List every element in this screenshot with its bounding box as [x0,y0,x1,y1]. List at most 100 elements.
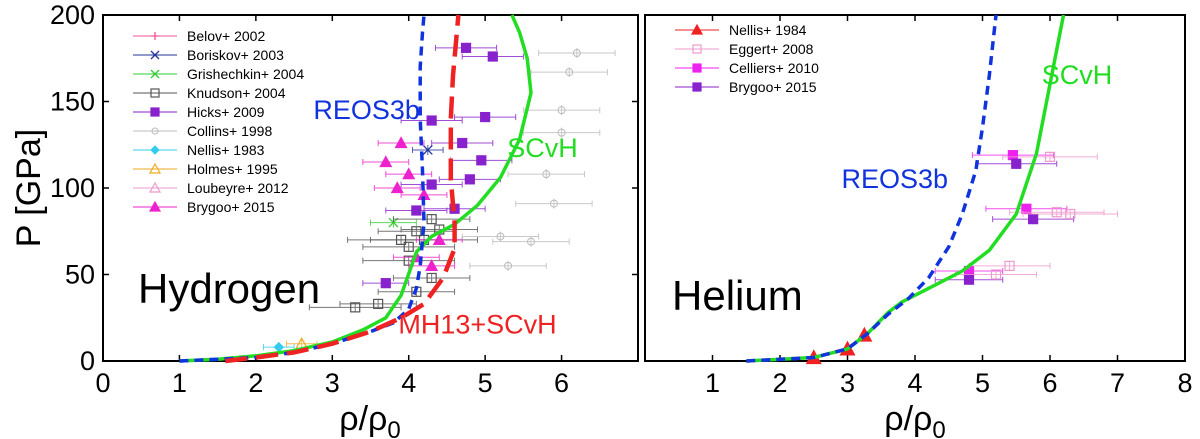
data-point [464,174,475,185]
legend-marker [150,69,160,79]
data-point [402,167,416,180]
data-point [422,144,433,155]
legend-label: Loubeyre+ 2012 [187,180,289,196]
helium-x-axis-label-sub: 0 [932,417,945,439]
legend-marker [148,181,162,193]
legend-marker [150,88,160,98]
legend-label: Boriskov+ 2003 [187,47,284,63]
helium-panel: ρ/ρ0 Helium 1 2 3 4 5 6 7 8 REOS3b SCvH Nellis+ 19… [644,14,1193,439]
curve-label: SCvH [507,133,578,163]
error-bar [469,260,547,271]
data-point [426,115,437,126]
legend-label: Eggert+ 2008 [729,41,814,57]
hydrogen-x-axis-label-main: ρ/ρ [339,400,387,438]
error-bar [377,226,456,237]
error-bar [530,67,608,78]
error-bar [507,169,585,180]
hydrogen-x-axis-label-sub: 0 [387,417,400,439]
legend-marker [151,127,159,135]
data-point [426,179,437,190]
data-point [426,272,437,284]
series-line-mh13-scvh [225,14,461,364]
x-tick-label: 6 [1042,368,1057,398]
x-tick-label: 2 [772,368,787,398]
x-tick-label: 8 [1177,368,1192,398]
data-point [457,137,468,149]
data-point [379,155,393,168]
x-tick-label: 4 [401,368,416,398]
data-point [1028,214,1039,225]
y-tick-label: 100 [50,173,95,203]
x-tick-label: 3 [325,368,340,398]
data-point [350,302,361,313]
data-point [1004,260,1015,271]
legend-label: Nellis+ 1983 [187,142,265,158]
data-point [549,199,558,208]
data-point [963,274,975,285]
legend-label: Brygoo+ 2015 [729,79,817,95]
data-point [460,42,472,53]
legend-marker [692,44,702,54]
error-bar [538,48,616,59]
error-bar [308,302,402,313]
y-tick-label: 150 [50,87,95,117]
legend-marker [148,200,162,212]
data-point [504,261,513,270]
y-tick-label: 50 [65,260,95,290]
x-tick-label: 5 [478,368,493,398]
data-point [565,68,574,77]
y-tick-label: 0 [80,346,95,376]
error-bar [392,272,471,283]
curve-label: SCvH [1042,60,1113,90]
data-point [432,233,446,245]
data-point [527,237,535,246]
x-tick-label: 4 [907,368,922,398]
error-bar [339,298,417,309]
error-bar [400,224,478,235]
error-bar [285,338,318,349]
curve-label: MH13+SCvH [398,309,556,339]
x-tick-label: 7 [1110,368,1125,398]
y-tick-label: 200 [50,0,95,30]
data-point [557,128,566,137]
curve-label: REOS3b [841,164,948,194]
x-tick-label: 1 [172,368,187,398]
data-point [403,241,414,252]
legend-label: Belov+ 2002 [187,28,265,44]
data-point [990,269,1002,280]
x-tick-label: 2 [248,368,263,398]
legend-marker [151,32,159,40]
data-point [426,214,437,225]
data-point [411,226,422,237]
data-point [542,170,551,179]
data-point [390,181,404,194]
legend-label: Grishechkin+ 2004 [187,66,304,82]
legend-label: Brygoo+ 2015 [187,199,275,215]
data-point [476,155,487,166]
legend-marker [150,50,160,60]
error-bar [968,260,1051,271]
legend-marker [150,145,160,155]
x-tick-label: 1 [705,368,720,398]
data-point [1011,158,1022,169]
x-tick-label: 0 [95,368,110,398]
data-point [480,111,491,123]
error-bar [522,127,601,138]
error-bar [522,105,601,116]
data-point [1007,150,1018,161]
data-point [1051,207,1062,218]
error-bar [1022,208,1118,219]
data-point [1044,151,1056,162]
legend-marker [692,82,702,92]
legend-marker [148,162,162,174]
hydrogen-panel-label: Hydrogen [138,265,320,312]
data-point [572,49,581,58]
legend-label: Nellis+ 1984 [729,22,807,38]
error-bar [392,214,471,225]
helium-panel-label: Helium [672,272,803,319]
legend-label: Celliers+ 2010 [729,60,819,76]
series-line-reos3b [746,14,998,363]
helium-x-axis-label: ρ/ρ0 [884,400,946,439]
curve-label: REOS3b [313,95,420,125]
